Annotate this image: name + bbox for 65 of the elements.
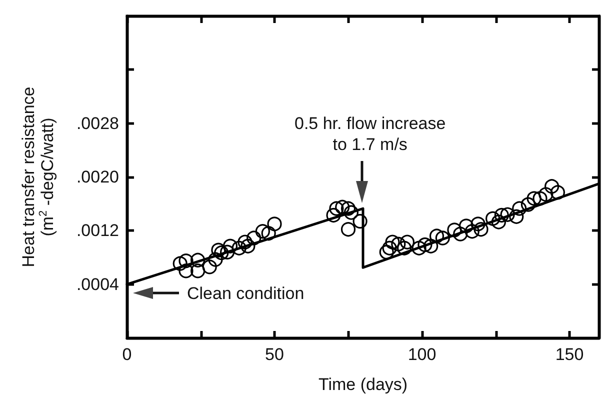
point bbox=[326, 208, 341, 223]
point bbox=[178, 264, 194, 278]
x-tick-label: 100 bbox=[408, 345, 436, 364]
point bbox=[458, 218, 474, 234]
point bbox=[512, 201, 527, 216]
point bbox=[486, 211, 500, 226]
point bbox=[509, 209, 524, 224]
point bbox=[391, 236, 406, 252]
point bbox=[538, 187, 554, 202]
point bbox=[500, 207, 515, 222]
point bbox=[344, 205, 358, 220]
point bbox=[491, 214, 506, 230]
point bbox=[246, 230, 262, 246]
point bbox=[470, 216, 486, 232]
point bbox=[211, 242, 226, 258]
point bbox=[172, 256, 188, 271]
point bbox=[453, 226, 468, 242]
x-tick-label: 0 bbox=[122, 345, 132, 364]
point bbox=[379, 244, 394, 260]
x-tick-label: 150 bbox=[555, 345, 584, 364]
y-tick-label: .0012 bbox=[76, 221, 119, 240]
point bbox=[382, 240, 397, 256]
point bbox=[340, 222, 356, 237]
point bbox=[418, 237, 432, 252]
x-tick-label: 50 bbox=[265, 345, 284, 364]
point bbox=[532, 191, 548, 206]
point bbox=[447, 222, 462, 238]
point bbox=[208, 252, 223, 267]
x-axis-title: Time (days) bbox=[318, 375, 408, 394]
point bbox=[464, 224, 480, 239]
point bbox=[214, 246, 229, 260]
point bbox=[255, 224, 270, 239]
point bbox=[222, 238, 238, 254]
point bbox=[220, 244, 235, 260]
point bbox=[494, 208, 509, 223]
point bbox=[329, 201, 344, 216]
point bbox=[520, 197, 536, 212]
annotation: Clean condition bbox=[187, 282, 304, 304]
annotation: 0.5 hr. flow increase to 1.7 m/s bbox=[294, 113, 446, 155]
point bbox=[261, 226, 276, 241]
point bbox=[474, 222, 488, 237]
y-tick-label: .0020 bbox=[76, 168, 119, 186]
point bbox=[190, 252, 206, 268]
point bbox=[526, 191, 542, 206]
point bbox=[397, 240, 412, 256]
point bbox=[340, 201, 356, 216]
point bbox=[424, 238, 438, 254]
point bbox=[232, 240, 246, 256]
point bbox=[385, 234, 400, 250]
y-tick-label: .0004 bbox=[76, 274, 119, 294]
point bbox=[435, 230, 450, 246]
point bbox=[238, 234, 252, 250]
point bbox=[202, 260, 217, 274]
y-tick-label: .0028 bbox=[76, 114, 119, 133]
point bbox=[412, 240, 426, 256]
point bbox=[429, 228, 444, 244]
point bbox=[550, 185, 565, 200]
point bbox=[544, 179, 560, 194]
point bbox=[190, 264, 206, 278]
point bbox=[267, 216, 282, 232]
point bbox=[400, 234, 415, 250]
point bbox=[240, 238, 256, 254]
point bbox=[352, 214, 368, 229]
point bbox=[335, 200, 350, 214]
point bbox=[178, 254, 194, 268]
